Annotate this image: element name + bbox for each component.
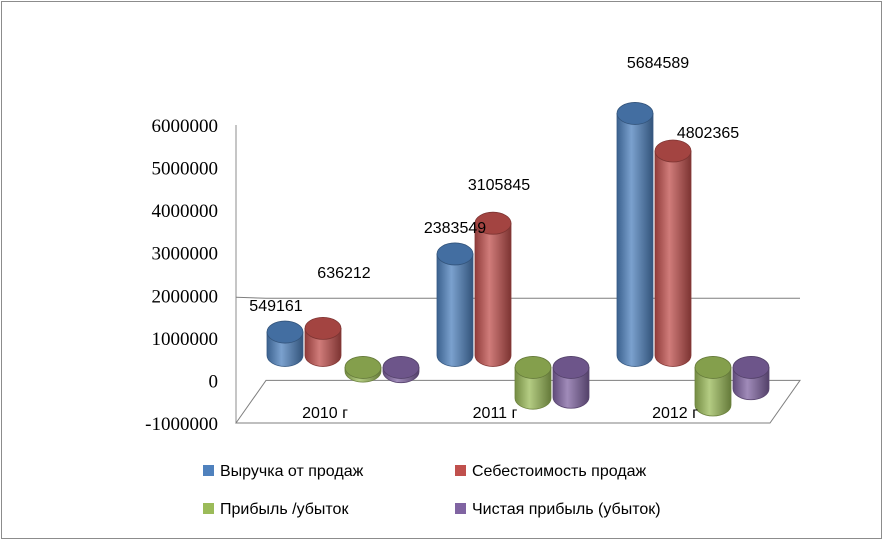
bar-cap: [344, 356, 382, 379]
data-label: 3105845: [468, 177, 530, 194]
category-labels: 2010 г 2011 г 2012 г: [302, 405, 698, 422]
legend-label: Выручка от продаж: [220, 463, 364, 480]
bar: [514, 356, 552, 410]
floor-plane: [235, 379, 801, 424]
bar-body: [694, 367, 732, 417]
y-tick-label: 0: [209, 371, 219, 392]
category-label: 2011 г: [473, 405, 518, 422]
legend-item: Прибыль /убыток: [203, 501, 349, 518]
legend-swatch: [455, 503, 466, 514]
bar-cap: [382, 356, 420, 379]
bar-cap: [514, 356, 552, 379]
back-wall-edge: [235, 296, 800, 299]
y-tick-label: 1000000: [152, 329, 219, 350]
y-tick-label: 5000000: [152, 159, 219, 180]
y-tick-label: 2000000: [152, 286, 219, 307]
bar: [304, 316, 342, 367]
bar: [694, 356, 732, 417]
data-labels: 549161 636212 2383549 3105845 5684589 4802365: [249, 55, 739, 315]
legend-item: Выручка от продаж: [203, 463, 364, 480]
legend-swatch: [203, 465, 214, 476]
legend-swatch: [203, 503, 214, 514]
bar-body: [552, 367, 590, 409]
bar-cap: [436, 242, 474, 266]
bar: [344, 356, 382, 383]
y-tick-label: 4000000: [152, 201, 219, 222]
bar-cap: [474, 211, 512, 235]
bar-cap: [694, 356, 732, 379]
bar-body: [654, 150, 692, 367]
bar-cap: [616, 102, 654, 125]
data-label: 549161: [249, 298, 302, 315]
legend: Выручка от продаж Себестоимость продаж При…: [203, 463, 661, 518]
bar: [474, 211, 512, 367]
legend-label: Себестоимость продаж: [472, 463, 646, 480]
data-label: 4802365: [677, 125, 739, 142]
bar-cap: [304, 316, 342, 340]
bar-body: [474, 222, 512, 367]
bar: [382, 356, 420, 384]
category-label: 2010 г: [302, 405, 348, 422]
y-tick-label: -1000000: [145, 414, 218, 435]
y-tick-label: 6000000: [152, 116, 219, 137]
legend-swatch: [455, 465, 466, 476]
bar: [552, 356, 590, 409]
data-label: 636212: [317, 265, 370, 282]
y-tick-label: 3000000: [152, 244, 219, 265]
bar-body: [436, 253, 474, 367]
bar: [616, 102, 654, 367]
bars: [266, 102, 770, 417]
bar-cap: [266, 320, 304, 344]
bar-cap: [654, 139, 692, 163]
bar: [436, 242, 474, 367]
bar-cap: [552, 356, 590, 379]
category-label: 2012 г: [652, 405, 698, 422]
legend-item: Себестоимость продаж: [455, 463, 646, 480]
bar: [732, 356, 770, 401]
y-axis: 6000000 5000000 4000000 3000000 2000000 10000…: [145, 116, 218, 435]
bar-cap: [732, 356, 770, 379]
legend-item: Чистая прибыль (убыток): [455, 501, 661, 518]
bar-body: [616, 113, 654, 367]
bar: [654, 139, 692, 367]
legend-label: Чистая прибыль (убыток): [472, 501, 661, 518]
legend-label: Прибыль /убыток: [220, 501, 349, 518]
bar: [266, 320, 304, 367]
bar-body: [514, 367, 552, 410]
data-label: 5684589: [627, 55, 689, 72]
data-label: 2383549: [424, 220, 486, 237]
